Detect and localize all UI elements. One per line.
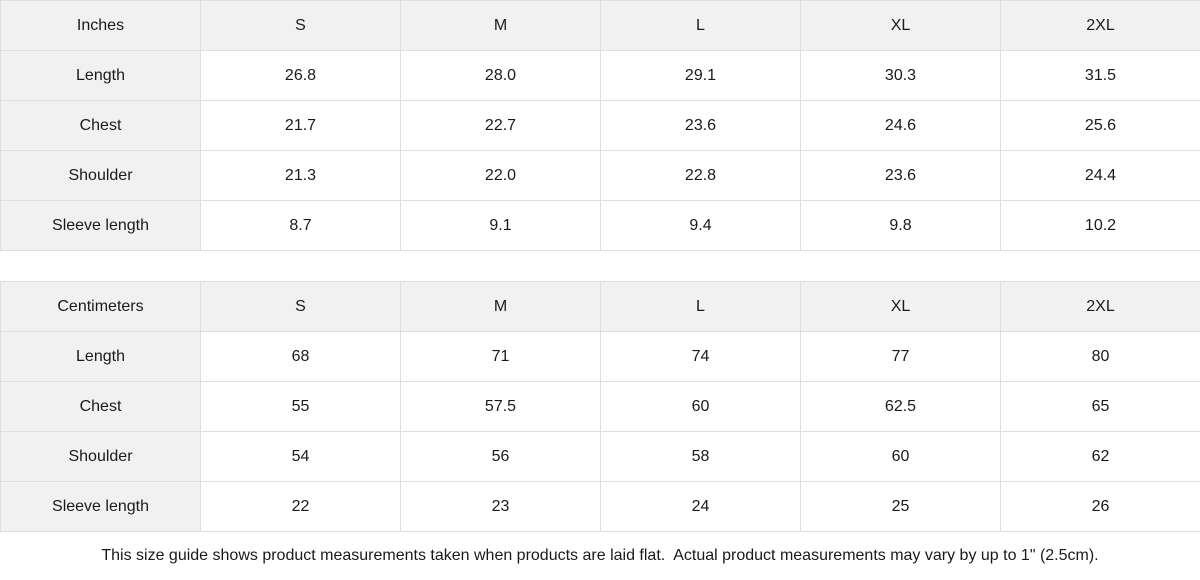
measurement-cell: 77 bbox=[800, 331, 1001, 382]
row-label-cell: Sleeve length bbox=[0, 200, 201, 251]
measurement-cell: 60 bbox=[600, 381, 801, 432]
measurement-cell: 25 bbox=[800, 481, 1001, 532]
row-label-cell: Shoulder bbox=[0, 431, 201, 482]
row-label-cell: Sleeve length bbox=[0, 481, 201, 532]
measurement-cell: 22.8 bbox=[600, 150, 801, 201]
measurement-cell: 62 bbox=[1000, 431, 1200, 482]
measurement-cell: 62.5 bbox=[800, 381, 1001, 432]
size-header-cell: 2XL bbox=[1000, 0, 1200, 51]
table-row: Chest 55 57.5 60 62.5 65 bbox=[0, 381, 1200, 432]
measurement-cell: 10.2 bbox=[1000, 200, 1200, 251]
table-gap bbox=[0, 251, 1200, 281]
size-header-cell: 2XL bbox=[1000, 281, 1200, 332]
row-label-cell: Length bbox=[0, 331, 201, 382]
measurement-cell: 24 bbox=[600, 481, 801, 532]
measurement-cell: 65 bbox=[1000, 381, 1200, 432]
header-row: Inches S M L XL 2XL bbox=[0, 0, 1200, 51]
measurement-cell: 23.6 bbox=[800, 150, 1001, 201]
size-header-cell: M bbox=[400, 281, 601, 332]
measurement-cell: 56 bbox=[400, 431, 601, 482]
unit-header-cell: Centimeters bbox=[0, 281, 201, 332]
table-row: Shoulder 54 56 58 60 62 bbox=[0, 431, 1200, 482]
measurement-cell: 58 bbox=[600, 431, 801, 482]
header-row: Centimeters S M L XL 2XL bbox=[0, 281, 1200, 332]
size-header-cell: L bbox=[600, 0, 801, 51]
measurement-cell: 55 bbox=[200, 381, 401, 432]
row-label-cell: Length bbox=[0, 50, 201, 101]
measurement-cell: 23 bbox=[400, 481, 601, 532]
measurement-cell: 57.5 bbox=[400, 381, 601, 432]
centimeters-size-table: Centimeters S M L XL 2XL Length 68 71 74 77 80 Chest… bbox=[0, 281, 1200, 532]
table-row: Chest 21.7 22.7 23.6 24.6 25.6 bbox=[0, 100, 1200, 151]
inches-size-table: Inches S M L XL 2XL Length 26.8 28.0 29.1 30.3 31.5… bbox=[0, 0, 1200, 251]
measurement-cell: 21.7 bbox=[200, 100, 401, 151]
unit-header-cell: Inches bbox=[0, 0, 201, 51]
measurement-cell: 68 bbox=[200, 331, 401, 382]
size-header-cell: S bbox=[200, 0, 401, 51]
measurement-cell: 26 bbox=[1000, 481, 1200, 532]
table-row: Sleeve length 8.7 9.1 9.4 9.8 10.2 bbox=[0, 200, 1200, 251]
measurement-cell: 54 bbox=[200, 431, 401, 482]
row-label-cell: Shoulder bbox=[0, 150, 201, 201]
measurement-cell: 60 bbox=[800, 431, 1001, 482]
row-label-cell: Chest bbox=[0, 100, 201, 151]
measurement-cell: 22 bbox=[200, 481, 401, 532]
size-header-cell: XL bbox=[800, 0, 1001, 51]
measurement-cell: 30.3 bbox=[800, 50, 1001, 101]
measurement-cell: 25.6 bbox=[1000, 100, 1200, 151]
measurement-cell: 80 bbox=[1000, 331, 1200, 382]
row-label-cell: Chest bbox=[0, 381, 201, 432]
measurement-cell: 24.6 bbox=[800, 100, 1001, 151]
measurement-cell: 22.0 bbox=[400, 150, 601, 201]
table-row: Sleeve length 22 23 24 25 26 bbox=[0, 481, 1200, 532]
measurement-cell: 71 bbox=[400, 331, 601, 382]
measurement-cell: 31.5 bbox=[1000, 50, 1200, 101]
size-guide-note: This size guide shows product measuremen… bbox=[0, 532, 1200, 580]
size-header-cell: M bbox=[400, 0, 601, 51]
measurement-cell: 74 bbox=[600, 331, 801, 382]
size-header-cell: L bbox=[600, 281, 801, 332]
measurement-cell: 21.3 bbox=[200, 150, 401, 201]
measurement-cell: 22.7 bbox=[400, 100, 601, 151]
measurement-cell: 9.4 bbox=[600, 200, 801, 251]
table-row: Shoulder 21.3 22.0 22.8 23.6 24.4 bbox=[0, 150, 1200, 201]
size-header-cell: S bbox=[200, 281, 401, 332]
size-header-cell: XL bbox=[800, 281, 1001, 332]
table-row: Length 26.8 28.0 29.1 30.3 31.5 bbox=[0, 50, 1200, 101]
measurement-cell: 29.1 bbox=[600, 50, 801, 101]
measurement-cell: 28.0 bbox=[400, 50, 601, 101]
table-row: Length 68 71 74 77 80 bbox=[0, 331, 1200, 382]
measurement-cell: 26.8 bbox=[200, 50, 401, 101]
measurement-cell: 9.8 bbox=[800, 200, 1001, 251]
measurement-cell: 23.6 bbox=[600, 100, 801, 151]
measurement-cell: 9.1 bbox=[400, 200, 601, 251]
measurement-cell: 24.4 bbox=[1000, 150, 1200, 201]
measurement-cell: 8.7 bbox=[200, 200, 401, 251]
